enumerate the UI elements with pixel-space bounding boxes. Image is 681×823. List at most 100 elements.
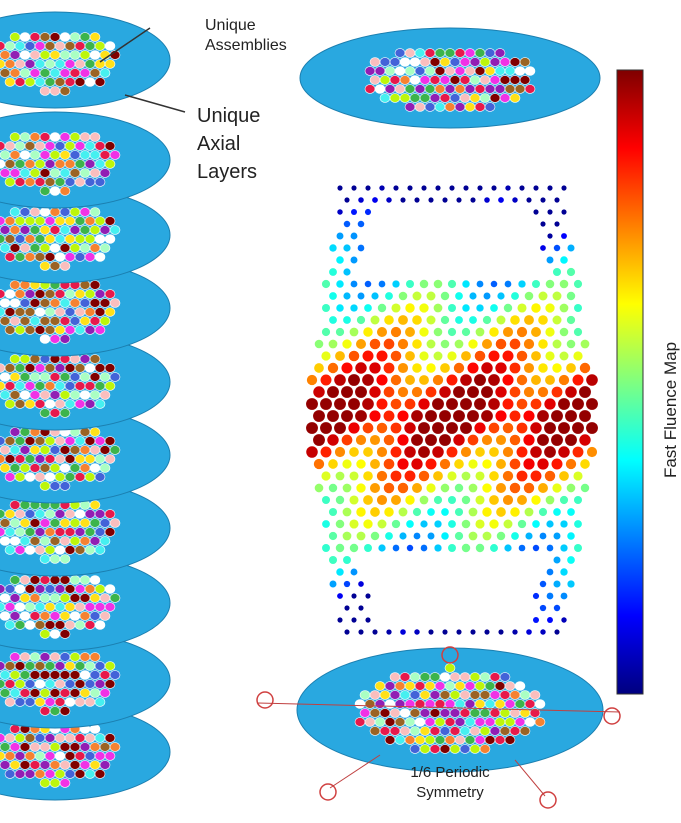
assembly: [100, 761, 110, 770]
fluence-dot: [510, 459, 521, 470]
assembly: [5, 78, 15, 87]
assembly: [430, 709, 440, 718]
assembly: [475, 700, 485, 709]
assembly: [15, 752, 25, 761]
assembly: [45, 78, 55, 87]
assembly: [410, 745, 420, 754]
assembly: [55, 235, 65, 244]
fluence-dot: [434, 352, 443, 361]
assembly: [425, 736, 435, 745]
assembly: [60, 707, 70, 716]
fluence-dot: [320, 398, 332, 410]
assembly: [65, 752, 75, 761]
fluence-dot: [546, 496, 555, 505]
assembly: [400, 691, 410, 700]
assembly: [5, 235, 15, 244]
assembly: [95, 382, 105, 391]
assembly: [60, 69, 70, 78]
assembly: [15, 680, 25, 689]
assembly: [460, 76, 470, 85]
assembly: [30, 612, 40, 621]
fluence-dot: [433, 375, 443, 385]
assembly: [50, 761, 60, 770]
assembly: [455, 67, 465, 76]
fluence-dot: [315, 484, 324, 493]
fluence-dot: [320, 422, 332, 434]
assembly: [50, 391, 60, 400]
assembly: [65, 473, 75, 482]
assembly: [490, 673, 500, 682]
assembly: [5, 455, 15, 464]
assembly: [525, 67, 535, 76]
assembly: [10, 391, 20, 400]
assembly: [455, 85, 465, 94]
fluence-dot: [447, 351, 456, 360]
assembly: [55, 603, 65, 612]
assembly: [75, 142, 85, 151]
assembly: [95, 621, 105, 630]
fluence-dot: [573, 471, 582, 480]
assembly: [520, 691, 530, 700]
assembly: [0, 594, 10, 603]
assembly: [60, 464, 70, 473]
assembly: [15, 364, 25, 373]
fluence-dot: [579, 410, 591, 422]
fluence-dot: [369, 362, 380, 373]
assembly: [60, 299, 70, 308]
assembly: [0, 51, 10, 60]
assembly: [75, 290, 85, 299]
fluence-dot: [349, 447, 359, 457]
fluence-dot: [377, 471, 387, 481]
assembly: [495, 718, 505, 727]
assembly: [375, 718, 385, 727]
fluence-dot: [567, 580, 574, 587]
fluence-dot: [432, 398, 444, 410]
assembly: [60, 779, 70, 788]
assembly: [30, 391, 40, 400]
fluence-dot: [355, 362, 366, 373]
fluence-dot: [362, 398, 374, 410]
assembly: [40, 446, 50, 455]
assembly: [45, 585, 55, 594]
fluence-dot: [560, 256, 568, 264]
fluence-dot: [540, 581, 546, 587]
assembly: [20, 226, 30, 235]
assembly: [45, 546, 55, 555]
assembly: [90, 594, 100, 603]
fluence-dot: [510, 339, 521, 350]
assembly: [5, 400, 15, 409]
assembly: [465, 67, 475, 76]
fluence-dot: [495, 410, 506, 421]
assembly: [410, 709, 420, 718]
assembly: [60, 594, 70, 603]
assembly: [395, 67, 405, 76]
fluence-dot: [356, 507, 365, 516]
assembly: [40, 594, 50, 603]
fluence-dot: [377, 423, 387, 433]
assembly: [70, 594, 80, 603]
fluence-dot: [357, 316, 365, 324]
assembly: [20, 355, 30, 364]
assembly: [80, 33, 90, 42]
assembly: [430, 94, 440, 103]
assembly: [35, 142, 45, 151]
assembly: [80, 299, 90, 308]
fluence-dot: [372, 197, 378, 203]
assembly: [10, 355, 20, 364]
assembly: [95, 235, 105, 244]
assembly: [410, 691, 420, 700]
fluence-dot: [412, 315, 422, 325]
fluence-dot: [533, 185, 538, 190]
assembly: [85, 78, 95, 87]
assembly: [485, 49, 495, 58]
fluence-dot: [412, 387, 422, 397]
assembly: [55, 60, 65, 69]
assembly: [60, 576, 70, 585]
fluence-dot: [553, 268, 561, 276]
assembly: [30, 226, 40, 235]
assembly: [80, 226, 90, 235]
assembly: [15, 142, 25, 151]
assembly: [475, 103, 485, 112]
assembly: [370, 709, 380, 718]
assembly: [515, 67, 525, 76]
